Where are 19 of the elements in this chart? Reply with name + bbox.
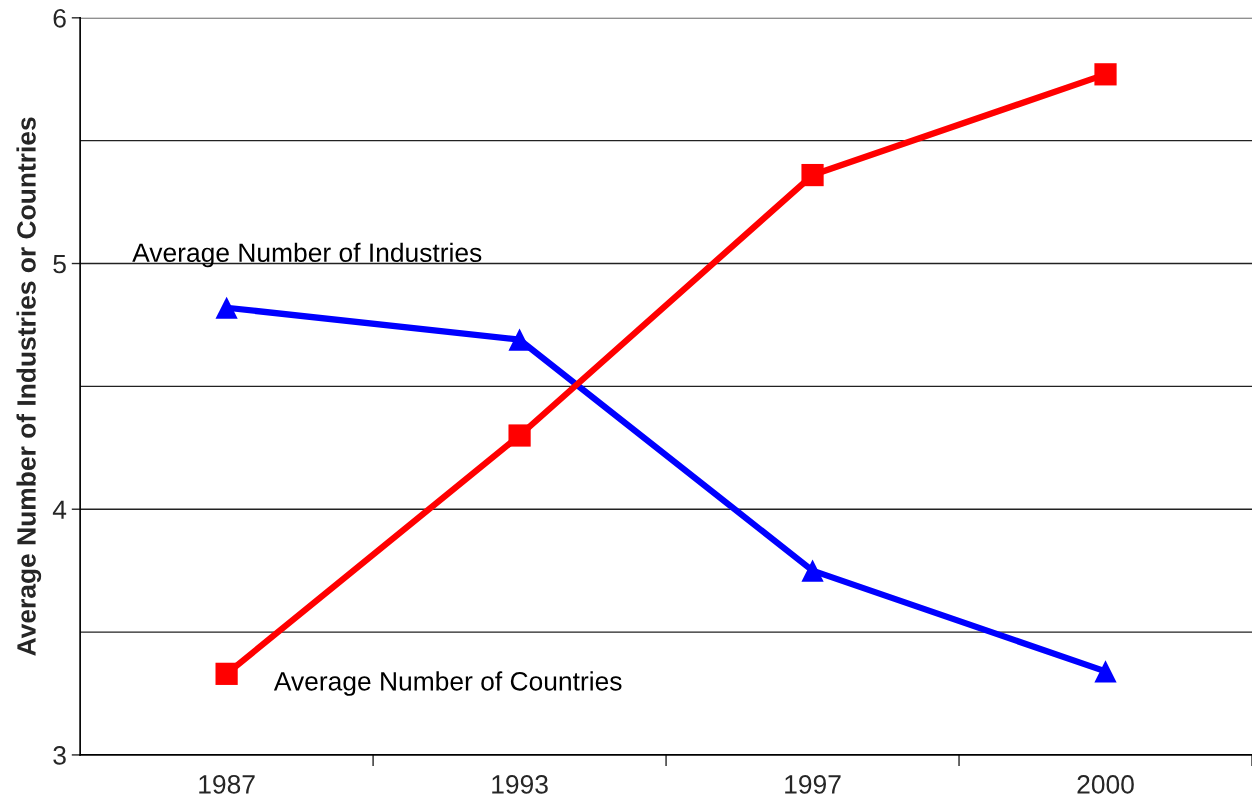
x-tick-label: 1987 [199, 775, 255, 794]
series-label: Average Number of Countries [273, 671, 622, 696]
y-tick-label: 3 [53, 746, 66, 765]
x-tick-label: 1993 [492, 775, 548, 794]
point [215, 662, 238, 685]
y-tick-label: 4 [52, 500, 67, 519]
point [215, 296, 238, 319]
point [508, 424, 531, 447]
x-tick-label: 1997 [785, 775, 841, 794]
x-tick-label: 2000 [1077, 775, 1134, 794]
y-tick-label: 6 [53, 8, 66, 28]
point [801, 559, 824, 582]
y-axis-title: Average Number of Industries or Countries [16, 117, 42, 656]
point [801, 163, 824, 187]
point [1094, 63, 1117, 86]
y-tick-label: 5 [53, 254, 66, 274]
point [1094, 660, 1117, 683]
point [508, 328, 531, 351]
text: Average Number of Industries [132, 242, 482, 268]
